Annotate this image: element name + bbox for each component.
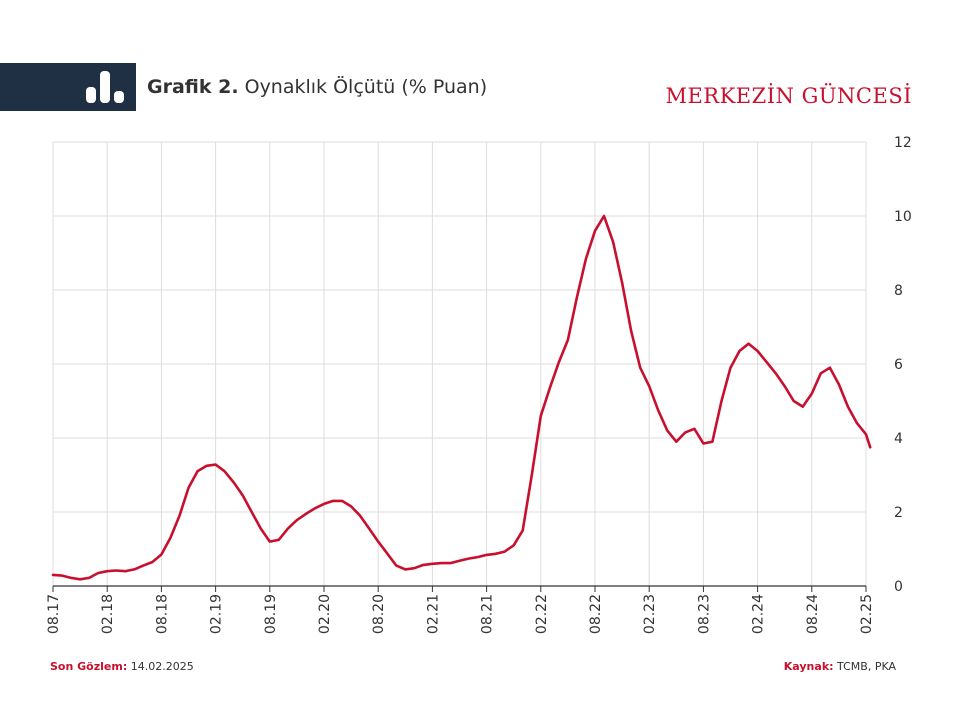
x-tick-label: 08.17 [46,594,62,634]
y-tick-label: 0 [894,579,903,595]
source-label: Kaynak: [783,660,834,673]
x-tick-label: 02.25 [859,594,875,634]
x-tick-label: 08.21 [480,594,496,634]
x-tick-label: 08.18 [154,594,170,634]
bar-chart-icon [86,71,124,103]
header-band [0,63,136,111]
source-value: TCMB, PKA [837,660,896,673]
x-tick-label: 02.18 [100,594,116,634]
y-tick-label: 6 [894,357,903,373]
x-tick-label: 02.20 [317,594,333,634]
x-tick-label: 02.23 [642,594,658,634]
x-tick-label: 08.22 [588,594,604,634]
x-tick-label: 08.24 [805,594,821,634]
x-tick-label: 02.22 [534,594,550,634]
x-tick-label: 08.20 [371,594,387,634]
x-tick-label: 08.19 [263,594,279,634]
y-tick-label: 4 [894,431,903,447]
y-tick-label: 12 [894,135,912,151]
y-tick-label: 8 [894,283,903,299]
footer-last-observation: Son Gözlem: 14.02.2025 [50,660,194,673]
x-tick-label: 02.21 [425,594,441,634]
x-tick-label: 02.19 [209,594,225,634]
y-tick-label: 10 [894,209,912,225]
footer-source: Kaynak: TCMB, PKA [784,660,896,673]
brand-logo-text: MERKEZİN GÜNCESİ [665,84,912,108]
y-tick-label: 2 [894,505,903,521]
chart-title-text: Oynaklık Ölçütü (% Puan) [244,76,488,98]
last-observation-label: Son Gözlem: [50,660,128,673]
x-tick-label: 02.24 [751,594,767,634]
last-observation-value: 14.02.2025 [130,660,194,673]
x-tick-label: 08.23 [696,594,712,634]
series-line [51,214,872,581]
chart-title: Grafik 2. Oynaklık Ölçütü (% Puan) [147,76,487,98]
chart-title-number: Grafik 2. [147,76,239,98]
